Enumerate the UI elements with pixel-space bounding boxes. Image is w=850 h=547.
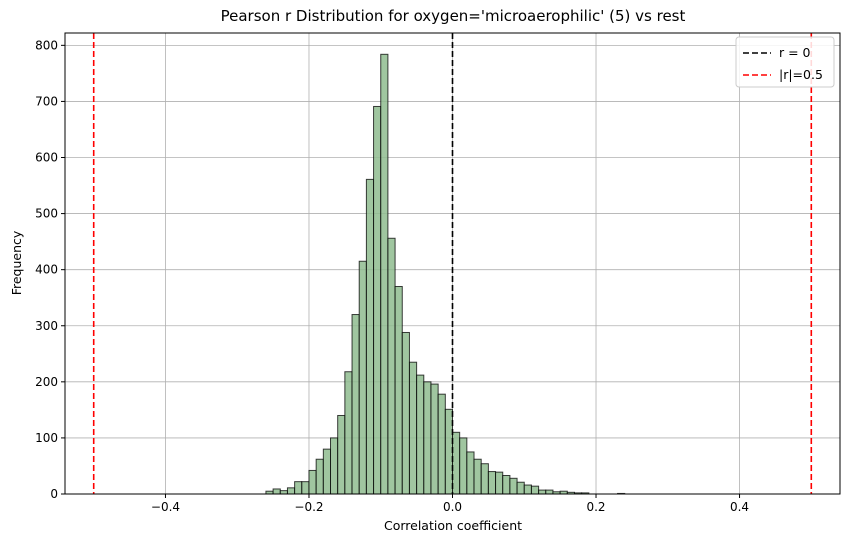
histogram-bar	[322, 448, 332, 495]
histogram-bar	[480, 463, 489, 495]
histogram-bar	[444, 408, 453, 495]
histogram-bar	[301, 481, 310, 495]
histogram-bar	[344, 371, 353, 495]
y-tick-label: 800	[35, 38, 58, 52]
y-tick-label: 600	[35, 151, 58, 165]
x-tick-label: 0.0	[443, 500, 462, 514]
histogram-bar	[437, 393, 446, 495]
x-axis-label: Correlation coefficient	[384, 518, 522, 533]
histogram-bar	[394, 285, 403, 495]
y-tick-label: 500	[35, 207, 58, 221]
legend-box	[735, 36, 835, 88]
y-tick-label: 0	[50, 487, 58, 501]
histogram-bar	[286, 487, 296, 495]
y-tick-label: 300	[35, 319, 58, 333]
histogram-bar	[330, 437, 339, 495]
histogram-bar	[308, 469, 317, 495]
histogram-bar	[452, 431, 461, 495]
chart-title: Pearson r Distribution for oxygen='micro…	[221, 7, 686, 25]
histogram-bar	[351, 314, 360, 495]
histogram-bar	[358, 260, 367, 495]
histogram-bar	[387, 237, 396, 495]
histogram-bar	[545, 489, 554, 495]
x-tick-label: −0.4	[151, 500, 180, 514]
legend-label: r = 0	[779, 45, 811, 60]
legend-label: |r|=0.5	[779, 67, 823, 82]
x-axis-ticks: −0.4 −0.2 0.0 0.2 0.4	[151, 494, 749, 514]
histogram-bar	[523, 484, 532, 495]
x-tick-label: 0.4	[730, 500, 749, 514]
y-tick-label: 700	[35, 94, 58, 108]
histogram-bar	[423, 381, 432, 495]
bars	[265, 53, 626, 495]
histogram-bar	[466, 451, 475, 495]
histogram-bar	[279, 490, 288, 495]
reference-lines	[92, 33, 813, 494]
histogram-bar	[365, 178, 375, 495]
histogram-bar	[380, 53, 389, 495]
legend: r = 0 |r|=0.5	[735, 36, 835, 88]
x-tick-label: −0.2	[294, 500, 323, 514]
histogram-bar	[401, 331, 410, 495]
histogram-bar	[516, 481, 525, 495]
y-axis-ticks: 0 100 200 300 400 500 600 700 800	[35, 38, 65, 501]
y-tick-label: 400	[35, 263, 58, 277]
histogram-bar	[502, 474, 511, 495]
histogram-bar	[538, 489, 547, 495]
histogram-bar	[408, 361, 418, 495]
histogram-bar	[473, 458, 482, 495]
histogram-bar	[459, 437, 468, 495]
histogram-bar	[315, 458, 324, 495]
histogram-bar	[416, 374, 425, 495]
histogram-bar	[430, 383, 439, 495]
histogram-bar	[294, 481, 303, 495]
histogram-bar	[530, 485, 540, 495]
histogram-bar	[337, 414, 346, 495]
y-tick-label: 200	[35, 375, 58, 389]
histogram-bar	[272, 488, 281, 495]
histogram-bar	[373, 105, 382, 495]
histogram-bar	[495, 471, 504, 495]
y-tick-label: 100	[35, 431, 58, 445]
y-axis-label: Frequency	[9, 230, 24, 295]
histogram-bar	[487, 471, 497, 495]
x-tick-label: 0.2	[586, 500, 605, 514]
histogram-bar	[509, 477, 518, 495]
